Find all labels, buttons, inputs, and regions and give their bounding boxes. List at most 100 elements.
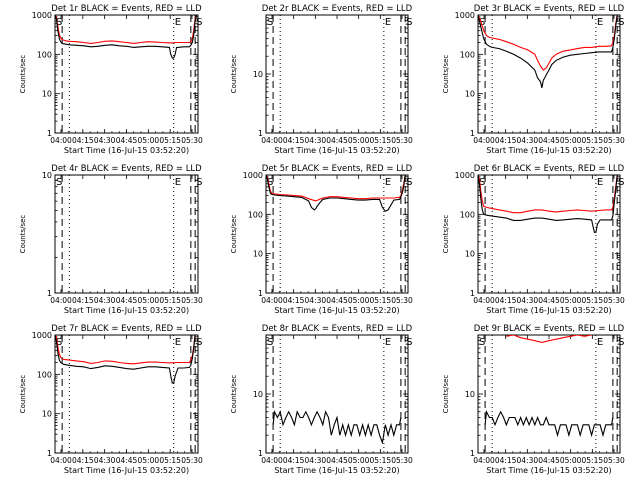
x-tick-label: 05:00	[348, 296, 370, 305]
x-tick-label: 04:30	[305, 456, 327, 465]
y-axis-label: Counts/sec	[442, 55, 450, 94]
x-tick-label: 04:45	[326, 136, 348, 145]
y-tick-label: 100	[37, 50, 52, 59]
y-tick-label: 100	[460, 210, 475, 219]
x-tick-label: 05:00	[560, 136, 582, 145]
x-axis-label: Start Time (16-Jul-15 03:52:20)	[274, 306, 399, 315]
chart-panel-8: Det 8r BLACK = Events, RED = LLD 1 10 04:00…	[230, 324, 413, 475]
x-tick-label: 04:45	[326, 456, 348, 465]
y-tick-label: 1	[470, 289, 475, 298]
series-group	[272, 409, 402, 445]
x-tick-label: 05:30	[603, 296, 625, 305]
time-marker-label: S	[618, 177, 624, 188]
plot-frame	[477, 334, 621, 454]
series-line-red	[506, 335, 592, 343]
x-tick-label: 04:45	[326, 296, 348, 305]
x-tick-label: 04:30	[94, 296, 116, 305]
x-tick-label: 04:15	[495, 296, 517, 305]
y-tick-label: 1000	[32, 331, 52, 340]
series-line-red	[478, 15, 620, 71]
series-line-black	[478, 175, 620, 233]
series-line-black	[272, 409, 402, 445]
y-tick-label: 1000	[455, 11, 475, 20]
x-tick-label: 04:15	[283, 136, 305, 145]
time-marker-label: S	[479, 177, 485, 188]
x-tick-label: 05:15	[370, 136, 392, 145]
chart-title: Det 1r BLACK = Events, RED = LLD	[51, 4, 202, 14]
time-marker-label: E	[175, 17, 181, 28]
x-tick-label: 05:15	[370, 456, 392, 465]
x-tick-label: 05:30	[603, 136, 625, 145]
y-tick-label: 1	[258, 129, 263, 138]
x-tick-label: 04:00	[50, 296, 72, 305]
y-tick-label: 10	[465, 90, 475, 99]
plot-frame	[54, 334, 199, 454]
chart-title: Det 9r BLACK = Events, RED = LLD	[474, 324, 625, 334]
y-tick-label: 100	[37, 370, 52, 379]
series-line-red	[478, 175, 620, 214]
time-marker-label: S	[56, 177, 62, 188]
x-tick-label: 04:45	[116, 296, 138, 305]
time-marker-label: S	[618, 17, 624, 28]
time-marker-label: S	[406, 337, 412, 348]
x-tick-label: 04:00	[473, 136, 495, 145]
x-axis-label: Start Time (16-Jul-15 03:52:20)	[486, 146, 611, 155]
series-group	[484, 335, 614, 438]
x-tick-label: 05:00	[560, 456, 582, 465]
x-tick-label: 04:45	[538, 296, 560, 305]
x-tick-label: 04:30	[94, 456, 116, 465]
y-axis-label: Counts/sec	[19, 215, 27, 254]
x-tick-label: 04:30	[517, 136, 539, 145]
x-tick-label: 05:30	[391, 136, 413, 145]
series-line-red	[266, 175, 408, 202]
x-tick-label: 04:00	[261, 296, 283, 305]
x-axis-label: Start Time (16-Jul-15 03:52:20)	[486, 306, 611, 315]
y-tick-label: 1	[470, 449, 475, 458]
x-tick-label: 05:00	[560, 296, 582, 305]
plot-frame	[54, 174, 199, 294]
y-tick-label: 100	[460, 50, 475, 59]
time-marker-label: S	[406, 177, 412, 188]
time-marker-label: E	[385, 177, 391, 188]
y-tick-label: 10	[253, 390, 263, 399]
time-marker-label: E	[597, 337, 603, 348]
y-tick-label: 10	[253, 250, 263, 259]
y-tick-label: 10	[42, 410, 52, 419]
chart-title: Det 2r BLACK = Events, RED = LLD	[262, 4, 413, 14]
time-marker-label: S	[196, 337, 202, 348]
time-marker-label: E	[175, 177, 181, 188]
chart-panel-1: Det 1r BLACK = Events, RED = LLD 1 10 100 10…	[19, 4, 203, 155]
x-tick-label: 05:15	[159, 296, 181, 305]
y-axis-label: Counts/sec	[442, 215, 450, 254]
y-axis-label: Counts/sec	[230, 55, 238, 94]
x-tick-label: 05:30	[181, 136, 203, 145]
y-tick-label: 1000	[32, 11, 52, 20]
x-tick-label: 04:30	[94, 136, 116, 145]
x-axis-label: Start Time (16-Jul-15 03:52:20)	[64, 306, 189, 315]
series-line-red	[55, 335, 198, 365]
chart-panel-9: Det 9r BLACK = Events, RED = LLD 1 10 04:00…	[442, 324, 625, 475]
x-tick-label: 04:45	[116, 136, 138, 145]
chart-panel-7: Det 7r BLACK = Events, RED = LLD 1 10 100 10…	[19, 324, 203, 475]
series-line-black	[55, 15, 198, 59]
y-axis-label: Counts/sec	[19, 55, 27, 94]
time-marker-label: S	[196, 17, 202, 28]
y-axis-label: Counts/sec	[19, 375, 27, 414]
y-tick-label: 1000	[455, 171, 475, 180]
x-axis-label: Start Time (16-Jul-15 03:52:20)	[64, 146, 189, 155]
series-group	[55, 15, 198, 59]
x-tick-label: 04:00	[473, 456, 495, 465]
x-tick-label: 05:15	[159, 456, 181, 465]
y-axis-label: Counts/sec	[230, 375, 238, 414]
series-line-red	[55, 15, 198, 44]
x-axis-label: Start Time (16-Jul-15 03:52:20)	[64, 466, 189, 475]
x-tick-label: 04:00	[261, 456, 283, 465]
plot-frame	[54, 14, 199, 134]
time-marker-label: E	[385, 17, 391, 28]
x-tick-label: 05:15	[582, 456, 604, 465]
chart-panel-2: Det 2r BLACK = Events, RED = LLD 1 10 04:00…	[230, 4, 413, 155]
y-tick-label: 1	[47, 289, 52, 298]
time-marker-label: S	[479, 337, 485, 348]
time-marker-label: E	[175, 337, 181, 348]
x-tick-label: 05:00	[348, 136, 370, 145]
